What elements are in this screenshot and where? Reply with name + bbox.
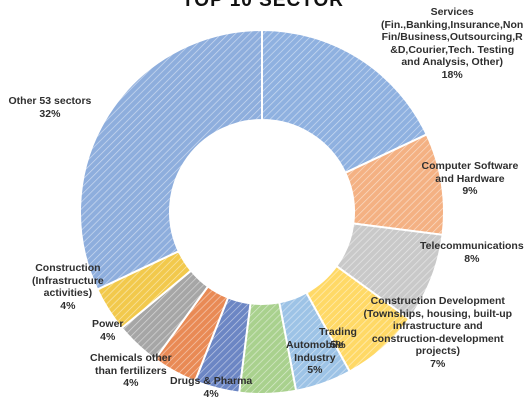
slice-label-name: Computer Software (422, 160, 519, 173)
slice-label-name: Fin/Business,Outsourcing,R (381, 31, 523, 44)
slice-label-name: &D,Courier,Tech. Testing (381, 44, 523, 57)
slice-label-value: 32% (9, 108, 92, 121)
slice-label-name: (Townships, housing, built-up (364, 308, 513, 321)
slice-label-name: construction-development (364, 333, 513, 346)
slice-label-name: Services (381, 6, 523, 19)
slice-label-name: infrastructure and (364, 320, 513, 333)
slice-label-name: (Infrastructure (32, 275, 104, 288)
slice-label-value: 7% (364, 358, 513, 371)
slice-label-value: 4% (32, 300, 104, 313)
slice-label-name: Telecommunications (420, 240, 524, 253)
slice-label-name: Drugs & Pharma (170, 375, 252, 388)
slice-label-3: Construction Development(Townships, hous… (364, 295, 513, 370)
slice-label-name: (Fin.,Banking,Insurance,Non (381, 19, 523, 32)
slice-label-value: 18% (381, 69, 523, 82)
slice-label-name: and Analysis, Other) (381, 56, 523, 69)
slice-label-name: Trading (319, 326, 357, 339)
slice-label-name: Other 53 sectors (9, 95, 92, 108)
slice-label-name: Construction (32, 262, 104, 275)
slice-label-name: Automobile (286, 339, 344, 352)
slice-label-name: Power (92, 318, 124, 331)
slice-label-value: 4% (170, 388, 252, 400)
slice-label-value: 8% (420, 253, 524, 266)
slice-label-value: 9% (422, 185, 519, 198)
slice-label-value: 4% (92, 331, 124, 344)
slice-label-name: projects) (364, 345, 513, 358)
slice-label-name: Chemicals other (90, 352, 172, 365)
slice-label-name: than fertilizers (90, 365, 172, 378)
slice-label-name: activities) (32, 287, 104, 300)
slice-label-value: 4% (90, 377, 172, 390)
slice-label-value: 5% (286, 364, 344, 377)
slice-10 (80, 30, 262, 289)
slice-label-name: Industry (286, 352, 344, 365)
slice-label-name: and Hardware (422, 173, 519, 186)
slice-label-name: Construction Development (364, 295, 513, 308)
